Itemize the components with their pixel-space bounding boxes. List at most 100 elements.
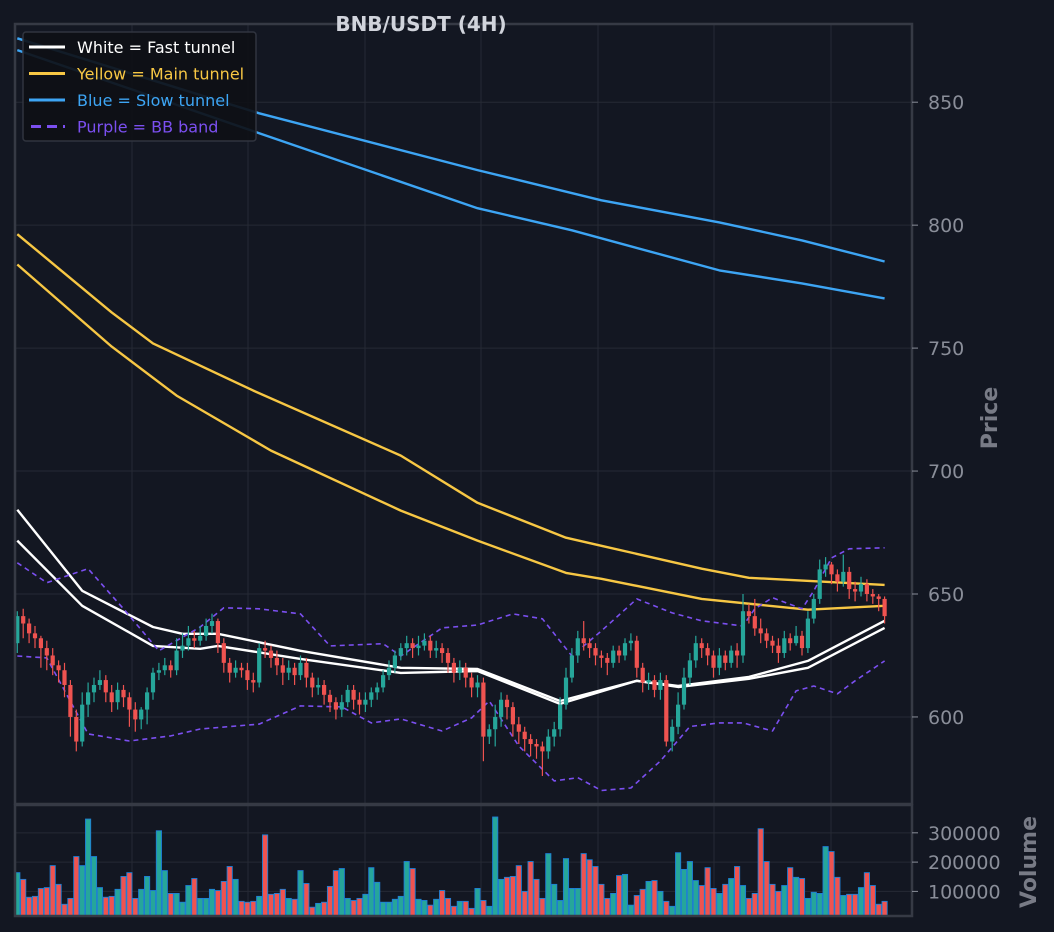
volume-bar bbox=[332, 870, 339, 917]
volume-bar bbox=[256, 895, 263, 917]
candle bbox=[74, 709, 79, 752]
volume-bar bbox=[580, 853, 587, 917]
candle-body bbox=[546, 736, 551, 752]
candle-body bbox=[870, 594, 875, 597]
candle-body bbox=[481, 682, 486, 737]
volume-bar bbox=[49, 865, 56, 917]
volume-bar bbox=[486, 905, 493, 917]
candle bbox=[369, 687, 374, 708]
candle bbox=[752, 598, 757, 636]
candle-body bbox=[422, 640, 427, 646]
volume-bar bbox=[102, 896, 109, 917]
candle-body bbox=[257, 648, 262, 683]
candle-body bbox=[723, 655, 728, 663]
volume-bar bbox=[326, 885, 334, 917]
volume-bar bbox=[745, 897, 752, 917]
candle bbox=[628, 633, 633, 651]
volume-bar bbox=[67, 897, 74, 917]
volume-bar bbox=[881, 900, 888, 917]
volume-bar bbox=[551, 883, 558, 917]
candle-body bbox=[463, 667, 468, 678]
candle bbox=[292, 662, 297, 685]
candle-body bbox=[847, 571, 852, 590]
volume-bar bbox=[787, 867, 794, 917]
candle bbox=[80, 692, 85, 747]
volume-bar bbox=[492, 816, 499, 917]
candle bbox=[298, 655, 303, 681]
candle bbox=[174, 638, 179, 676]
candle bbox=[386, 660, 392, 681]
candle-body bbox=[640, 667, 645, 683]
candle-body bbox=[823, 564, 828, 570]
candle-body bbox=[646, 680, 651, 683]
candle-body bbox=[522, 731, 527, 740]
candle-body bbox=[97, 680, 102, 685]
candle-body bbox=[115, 689, 120, 703]
candle-body bbox=[32, 633, 38, 639]
volume-bar bbox=[834, 876, 841, 917]
candle bbox=[882, 596, 887, 624]
candle bbox=[516, 716, 521, 744]
candle-body bbox=[186, 638, 191, 646]
candle-body bbox=[375, 687, 380, 693]
volume-bar bbox=[645, 880, 652, 917]
volume-bar bbox=[728, 878, 735, 917]
candle bbox=[209, 613, 215, 634]
candle bbox=[139, 707, 144, 730]
candle bbox=[776, 638, 781, 663]
candle bbox=[487, 724, 492, 744]
candle-body bbox=[740, 611, 746, 656]
candle-body bbox=[404, 643, 409, 649]
candle-body bbox=[746, 611, 751, 617]
candle-body bbox=[811, 598, 816, 619]
candle-body bbox=[593, 648, 598, 656]
candle-body bbox=[817, 569, 822, 599]
candle bbox=[811, 594, 816, 624]
fast-lower-line bbox=[16, 539, 886, 706]
candle bbox=[221, 638, 226, 673]
candle-body bbox=[221, 643, 226, 663]
candle bbox=[870, 589, 875, 604]
candle bbox=[44, 640, 49, 671]
candle bbox=[192, 630, 197, 649]
candle-body bbox=[245, 670, 250, 681]
candle-body bbox=[687, 660, 692, 678]
candle bbox=[581, 621, 586, 651]
bb-upper-line bbox=[16, 547, 885, 657]
volume-bar bbox=[757, 828, 764, 917]
volume-bar bbox=[374, 881, 381, 917]
volume-bar bbox=[356, 897, 363, 917]
candle bbox=[493, 704, 498, 747]
price-tick-label: 750 bbox=[928, 338, 964, 360]
volume-bar bbox=[220, 880, 227, 917]
candle bbox=[611, 645, 616, 668]
volume-bar bbox=[244, 901, 251, 917]
candle-body bbox=[799, 635, 805, 649]
candles bbox=[15, 554, 887, 776]
candle bbox=[97, 670, 102, 690]
candle-body bbox=[504, 699, 510, 708]
volume-bar bbox=[232, 878, 239, 917]
candle bbox=[575, 630, 580, 663]
volume-bar bbox=[852, 893, 859, 917]
volume-bar bbox=[798, 878, 806, 917]
volume-bar bbox=[380, 901, 387, 917]
candle-body bbox=[27, 623, 32, 634]
volume-bar bbox=[692, 880, 699, 917]
candle-body bbox=[858, 584, 864, 592]
candle bbox=[245, 662, 250, 690]
volume-bar bbox=[238, 900, 245, 917]
candle bbox=[91, 677, 97, 703]
candle bbox=[528, 734, 533, 757]
candle bbox=[32, 625, 38, 649]
candle-body bbox=[292, 667, 297, 676]
volume-bar bbox=[120, 876, 127, 917]
volume-bar bbox=[793, 876, 800, 917]
candle bbox=[451, 657, 456, 683]
volume-bar bbox=[610, 892, 617, 917]
volume-tick-label: 100000 bbox=[928, 881, 1001, 903]
candle bbox=[392, 650, 397, 673]
candle-body bbox=[752, 616, 757, 629]
volume-bar bbox=[203, 897, 210, 917]
candle bbox=[469, 672, 474, 698]
